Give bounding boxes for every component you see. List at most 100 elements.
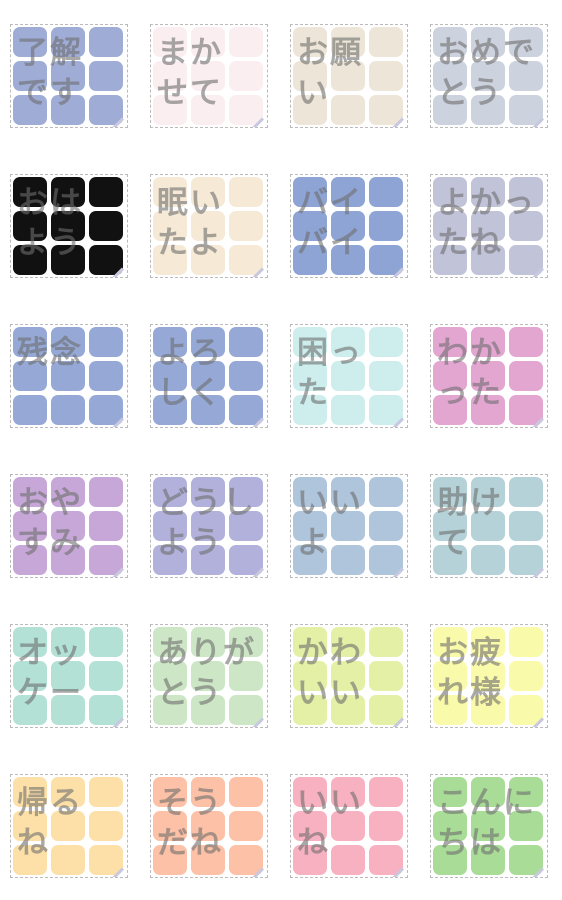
background-tile (13, 811, 47, 841)
text-line: すみ (17, 525, 83, 561)
background-tile (51, 627, 85, 657)
sticker: かわ いい (290, 624, 408, 728)
background-tile (13, 177, 47, 207)
background-tile (509, 177, 543, 207)
background-tile (293, 511, 327, 541)
sticker-text: おは よう (17, 183, 83, 263)
background-tile (127, 95, 128, 125)
background-tile (127, 845, 128, 875)
background-tile (547, 695, 548, 725)
background-tile (407, 327, 408, 357)
background-tile (267, 545, 268, 575)
background-tile (407, 777, 408, 807)
background-tile (127, 545, 128, 575)
text-line: とう (157, 675, 223, 711)
background-tile (13, 477, 47, 507)
sticker: いいね (290, 774, 408, 878)
background-tile (13, 845, 47, 875)
background-tile (127, 27, 128, 57)
background-tile (433, 627, 467, 657)
background-tile (547, 545, 548, 575)
background-tile (509, 95, 543, 125)
text-line: お願 (297, 35, 363, 71)
text-line: 残念 (17, 335, 83, 371)
background-tile (509, 211, 543, 241)
text-line: おめで (437, 35, 536, 71)
background-tile (509, 245, 543, 275)
sticker: おめで とう (430, 24, 548, 128)
text-line: ちは (437, 825, 503, 861)
text-line: 帰る (17, 785, 83, 821)
sticker-text: バイ バイ (297, 183, 363, 263)
text-line: お疲 (437, 635, 503, 671)
text-line: い (297, 75, 330, 111)
background-tile (267, 661, 268, 691)
background-tile (51, 361, 85, 391)
sticker-text: 残念 (17, 333, 83, 373)
text-line: です (17, 75, 83, 111)
text-line: ケー (17, 675, 83, 711)
sticker: バイ バイ (290, 174, 408, 278)
background-tile (229, 511, 263, 541)
background-tile (89, 511, 123, 541)
background-tile (191, 477, 225, 507)
sticker: 助けて (430, 474, 548, 578)
background-tile (471, 177, 505, 207)
background-tile (433, 211, 467, 241)
background-tile (509, 845, 543, 875)
background-tile (331, 395, 365, 425)
background-tile (369, 511, 403, 541)
sticker: まか せて (150, 24, 268, 128)
background-tile (547, 361, 548, 391)
background-tile (191, 327, 225, 357)
background-tile (509, 811, 543, 841)
background-tile (89, 361, 123, 391)
background-tile (331, 511, 365, 541)
sticker-text: まか せて (157, 33, 223, 113)
background-tile (331, 27, 365, 57)
background-tile (89, 61, 123, 91)
background-tile (127, 627, 128, 657)
sticker: いいよ (290, 474, 408, 578)
background-tile (547, 777, 548, 807)
background-tile (51, 511, 85, 541)
text-line: かわ (297, 635, 363, 671)
background-tile (267, 695, 268, 725)
background-tile (153, 27, 187, 57)
background-tile (369, 395, 403, 425)
background-tile (471, 777, 505, 807)
text-line: こんに (437, 785, 536, 821)
background-tile (433, 811, 467, 841)
background-tile (293, 661, 327, 691)
text-line: オッ (17, 635, 83, 671)
background-tile (433, 661, 467, 691)
background-tile (471, 845, 505, 875)
background-tile (369, 361, 403, 391)
background-tile (191, 777, 225, 807)
background-tile (331, 327, 365, 357)
background-tile (369, 545, 403, 575)
background-tile (127, 245, 128, 275)
sticker-text: お疲 れ様 (437, 633, 503, 713)
sticker: お疲 れ様 (430, 624, 548, 728)
background-tile (51, 27, 85, 57)
background-tile (191, 661, 225, 691)
background-tile (407, 245, 408, 275)
sticker: おや すみ (10, 474, 128, 578)
sticker: ありが とう (150, 624, 268, 728)
background-tile (191, 95, 225, 125)
background-tile (331, 811, 365, 841)
background-tile (229, 477, 263, 507)
background-tile (471, 27, 505, 57)
background-tile (471, 245, 505, 275)
background-tile (369, 811, 403, 841)
background-tile (191, 811, 225, 841)
background-tile (127, 327, 128, 357)
sticker: 残念 (10, 324, 128, 428)
background-tile (89, 27, 123, 57)
background-tile (509, 477, 543, 507)
background-tile (51, 177, 85, 207)
background-tile (509, 61, 543, 91)
sticker: おは よう (10, 174, 128, 278)
background-tile (229, 811, 263, 841)
